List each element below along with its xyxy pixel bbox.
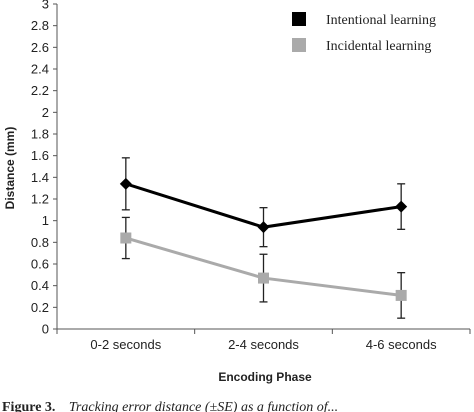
series-2 [120,216,407,319]
legend-swatch [292,38,306,52]
legend-label: Incidental learning [326,39,431,54]
y-tick-label: 2.8 [31,18,49,33]
legend-swatch [292,12,306,26]
x-axis-ticks: 0-2 seconds 2-4 seconds 4-6 seconds [56,329,471,352]
y-tick-label: 3 [42,0,49,12]
caption-figure-label: Figure 3. [2,400,55,412]
data-point [120,232,132,244]
legend-label: Intentional learning [326,13,436,28]
y-axis-ticks: 0 0.2 0.4 0.6 0.8 1 1.2 1.4 1.6 1.8 2 2.2 2.4 2.6 2.8 3 [31,0,57,337]
y-tick-label: 0.2 [31,300,49,315]
x-axis-title: Encoding Phase [218,370,312,384]
data-point [258,272,269,284]
line-chart: Distance (mm) Encoding Phase 00.20.40.60… [3,0,471,384]
figure-caption: Figure 3. Tracking error distance (±SE) … [2,400,338,412]
x-tick-label: 2-4 seconds [228,337,299,352]
x-tick-label: 0-2 seconds [90,337,161,352]
y-tick-label: 1 [42,213,49,228]
y-tick-label: 0.8 [31,235,49,250]
y-axis-title: Distance (mm) [3,127,17,210]
data-point [257,221,270,234]
caption-text: Tracking error distance (±SE) as a funct… [69,400,338,412]
data-point [395,200,408,213]
y-tick-label: 0 [42,322,49,337]
y-tick-label: 0.6 [31,257,49,272]
y-tick-label: 2 [42,105,49,120]
y-tick-label: 1.2 [31,192,49,207]
y-tick-label: 2.4 [31,62,49,77]
x-tick-label: 4-6 seconds [366,337,437,352]
series-layer [119,157,408,319]
y-tick-label: 2.6 [31,40,49,55]
y-tick-label: 1.8 [31,127,49,142]
series-1 [119,157,408,248]
y-tick-label: 0.4 [31,278,49,293]
data-point [395,289,407,301]
svg-text:Figure 3. Tracking error: Figure 3. Tracking error distance (±SE) … [2,400,338,412]
y-tick-label: 1.6 [31,148,49,163]
y-tick-label: 1.4 [31,170,49,185]
data-point [119,177,132,190]
axes [56,4,470,330]
y-tick-label: 2.2 [31,83,49,98]
legend: Intentional learning Incidental learning [292,12,436,54]
